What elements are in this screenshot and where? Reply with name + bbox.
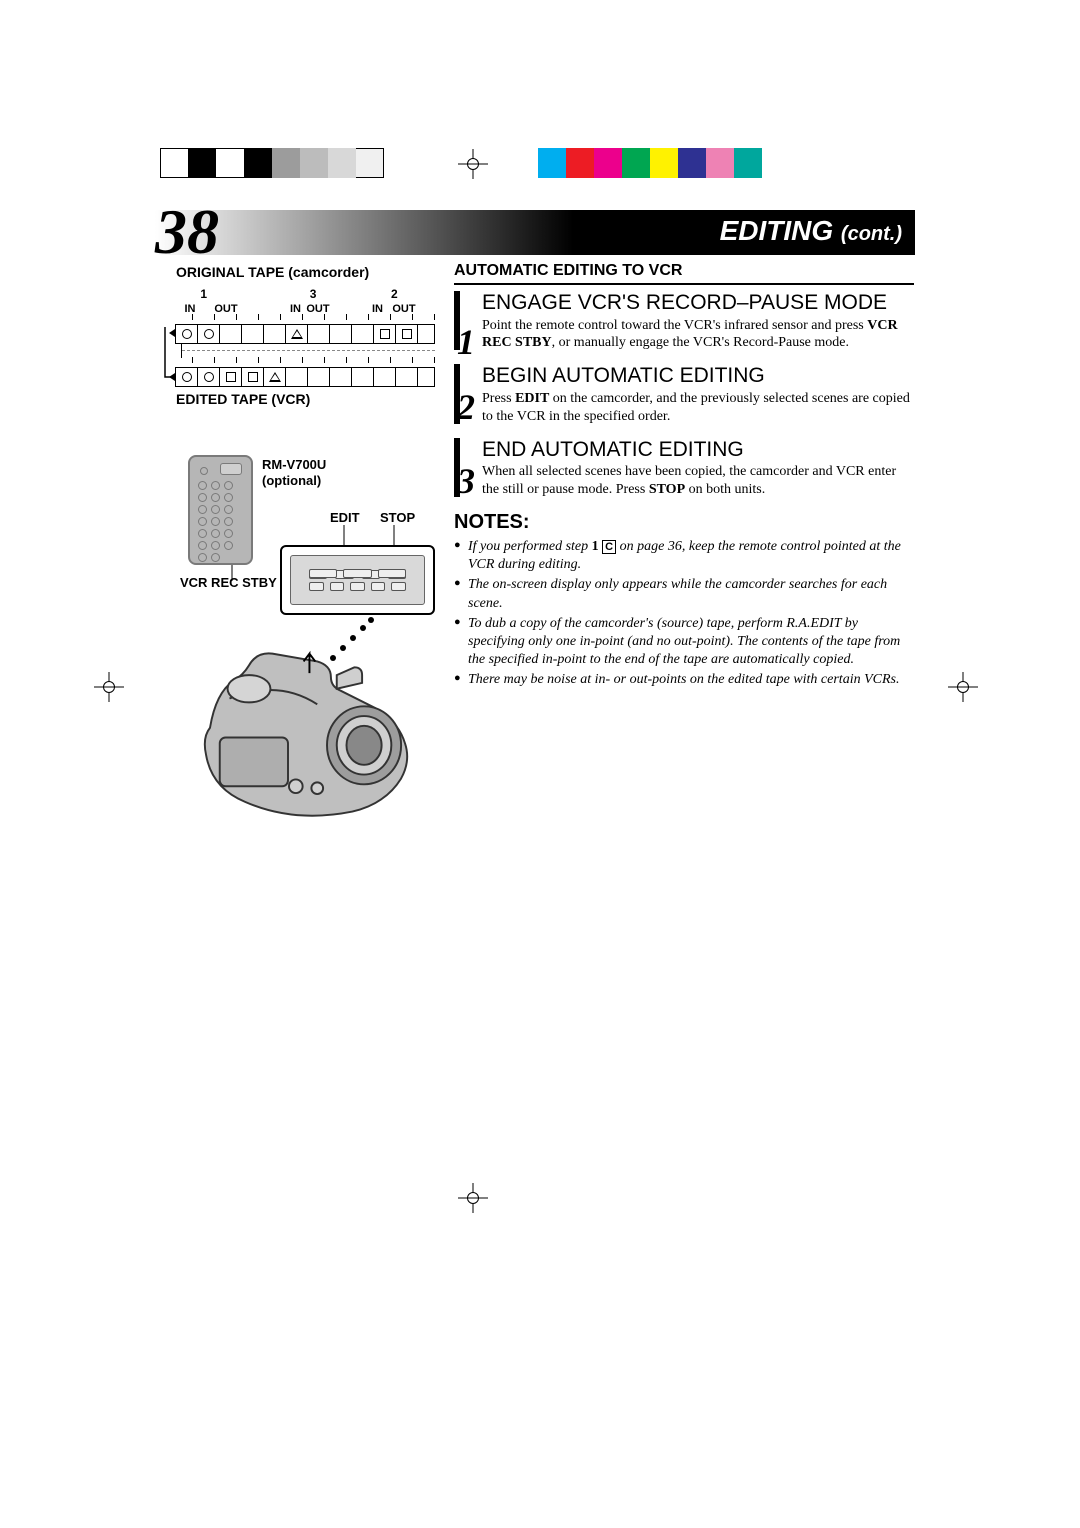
notes-list: If you performed step 1 C on page 36, ke… — [454, 538, 914, 690]
step-number: 1 — [457, 321, 475, 363]
edited-tape-label: EDITED TAPE (VCR) — [176, 391, 310, 407]
step-body: Point the remote control toward the VCR'… — [482, 317, 914, 353]
camcorder-icon — [190, 640, 425, 835]
step-heading: BEGIN AUTOMATIC EDITING — [482, 364, 914, 388]
step-1: 1 ENGAGE VCR'S RECORD–PAUSE MODE Point t… — [454, 291, 914, 352]
step-heading: ENGAGE VCR'S RECORD–PAUSE MODE — [482, 291, 914, 315]
crosshair-icon — [948, 672, 978, 702]
remote-optional-label: (optional) — [262, 473, 321, 488]
camcorder-panel-icon — [280, 545, 435, 615]
note-item: There may be noise at in- or out-points … — [454, 671, 914, 689]
note-item: If you performed step 1 C on page 36, ke… — [454, 538, 914, 574]
header-title-text: EDITING — [720, 215, 834, 246]
step-heading: END AUTOMATIC EDITING — [482, 438, 914, 462]
step-number: 3 — [457, 460, 475, 502]
crosshair-icon — [94, 672, 124, 702]
boxed-c-icon: C — [602, 540, 616, 554]
manual-page: 38 EDITING (cont.) ORIGINAL TAPE (camcor… — [0, 0, 1080, 1528]
reg-right — [538, 148, 762, 178]
remote-control-icon — [188, 455, 253, 565]
tape-diagram: 1 3 2 IN OUT IN OUT IN OUT — [175, 287, 435, 387]
step-number: 2 — [457, 386, 475, 428]
original-tape-row — [175, 324, 435, 344]
edited-tape-row — [175, 367, 435, 387]
right-column: AUTOMATIC EDITING TO VCR 1 ENGAGE VCR'S … — [454, 262, 914, 691]
stop-label: STOP — [380, 510, 415, 525]
remote-diagram: RM-V700U (optional) VCR REC STBY EDIT ST… — [180, 445, 440, 875]
header-cont: (cont.) — [841, 223, 902, 245]
remote-model-label: RM-V700U — [262, 457, 326, 472]
original-tape-label: ORIGINAL TAPE (camcorder) — [176, 264, 369, 280]
crosshair-icon — [458, 149, 488, 179]
vcr-rec-stby-label: VCR REC STBY — [180, 575, 277, 590]
section-title: AUTOMATIC EDITING TO VCR — [454, 262, 914, 285]
seg-num: 2 — [354, 287, 435, 301]
section-header: EDITING (cont.) — [720, 215, 902, 247]
step-2: 2 BEGIN AUTOMATIC EDITING Press EDIT on … — [454, 364, 914, 425]
registration-bars — [0, 148, 1080, 188]
arrow-icon — [159, 323, 179, 383]
note-item: To dub a copy of the camcorder's (source… — [454, 615, 914, 670]
edit-label: EDIT — [330, 510, 360, 525]
step-body: When all selected scenes have been copie… — [482, 463, 914, 499]
note-item: The on-screen display only appears while… — [454, 576, 914, 612]
seg-num: 1 — [175, 287, 233, 301]
seg-num: 3 — [269, 287, 358, 301]
crosshair-icon — [458, 1183, 488, 1213]
notes-heading: NOTES: — [454, 511, 914, 534]
page-number: 38 — [155, 195, 219, 269]
step-body: Press EDIT on the camcorder, and the pre… — [482, 390, 914, 426]
step-3: 3 END AUTOMATIC EDITING When all selecte… — [454, 438, 914, 499]
reg-left — [160, 148, 384, 178]
